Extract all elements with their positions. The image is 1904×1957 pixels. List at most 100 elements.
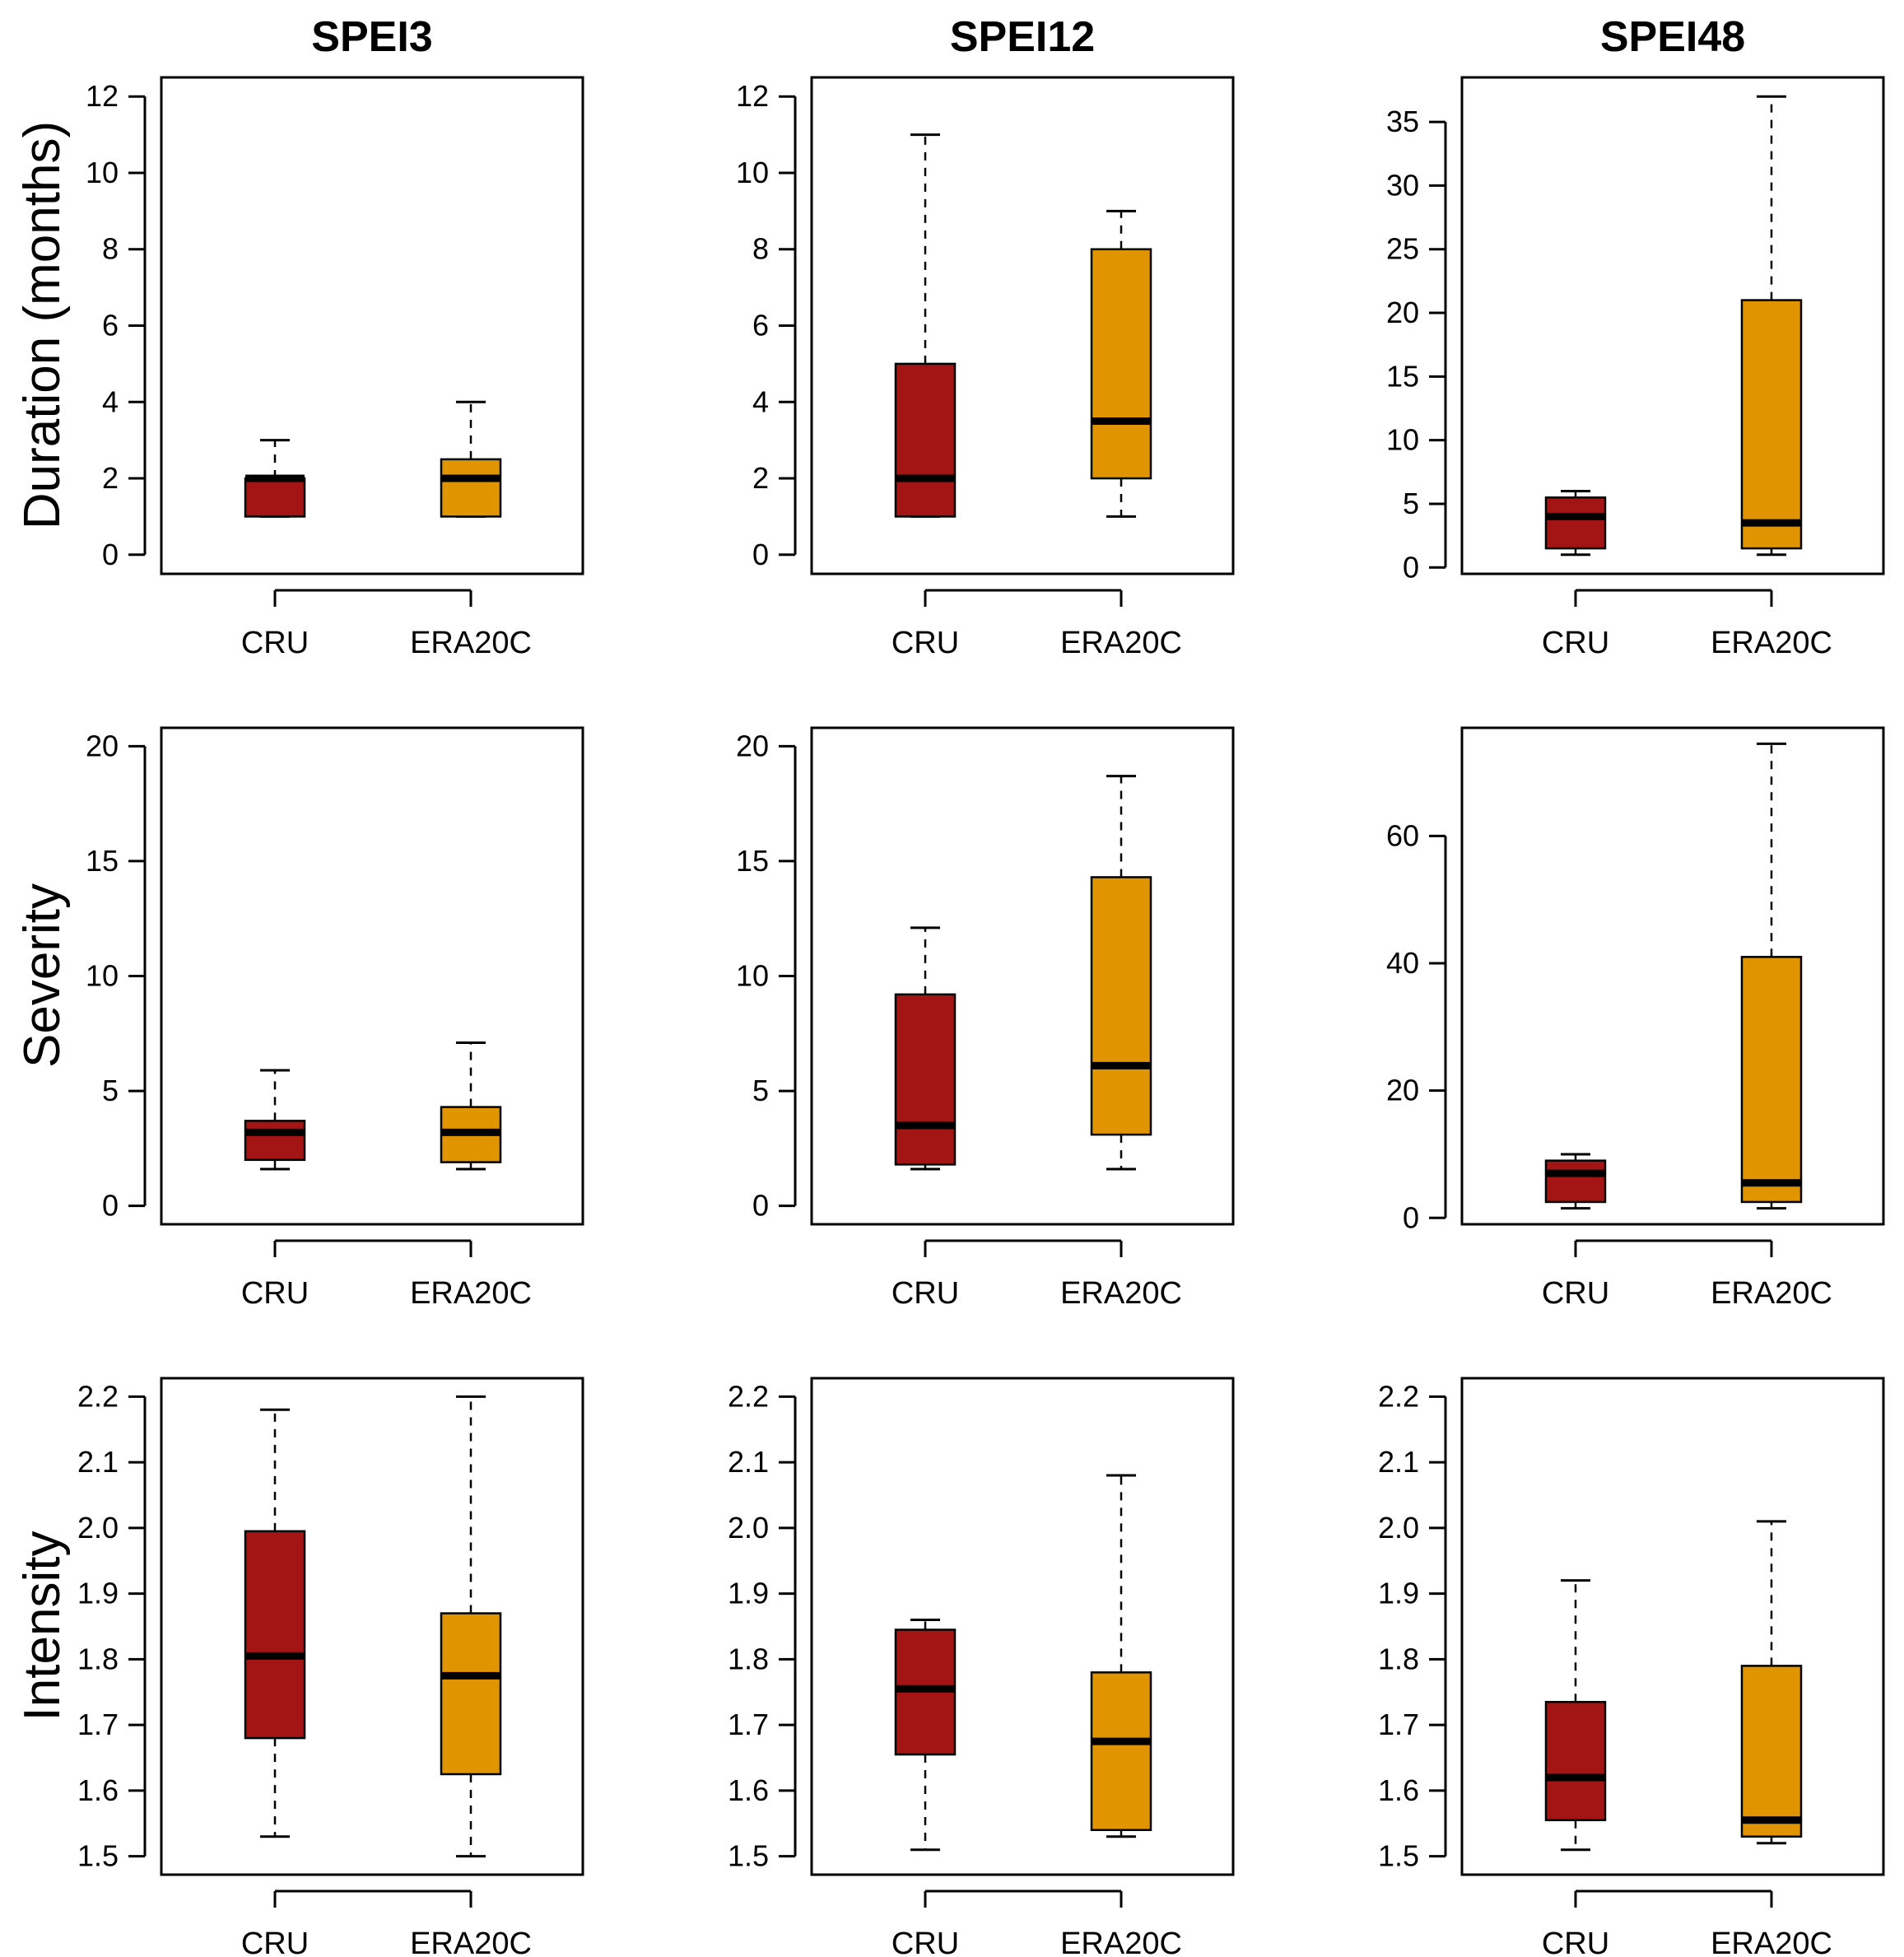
- y-tick-label: 5: [102, 1074, 119, 1107]
- box-era20c: [1090, 248, 1152, 480]
- y-tick-label: 0: [752, 1189, 769, 1223]
- panel-2-1: 1.5 1.6 1.7 1.8 1.9 2.0 2.1 2.2 CRU ERA20C: [728, 1377, 1235, 1957]
- box-cru: [894, 362, 957, 518]
- y-tick-label: 1.7: [1378, 1708, 1419, 1741]
- y-tick-label: 2.0: [1378, 1511, 1419, 1545]
- y-tick-label: 6: [752, 309, 769, 342]
- box-cru: [1544, 1700, 1607, 1822]
- y-tick-label: 1.5: [77, 1839, 119, 1873]
- y-tick-label: 12: [736, 79, 769, 113]
- y-tick-label: 1.9: [1378, 1577, 1419, 1610]
- y-tick-label: 12: [86, 79, 119, 113]
- box-era20c: [440, 458, 502, 518]
- x-category-label: CRU: [1542, 626, 1609, 660]
- y-tick-label: 60: [1386, 818, 1419, 852]
- y-tick-label: 15: [1386, 359, 1419, 393]
- box-cru: [244, 477, 306, 518]
- plot-frame: [160, 726, 584, 1226]
- y-tick-label: 5: [1403, 487, 1419, 520]
- x-category-label: ERA20C: [1711, 1276, 1832, 1311]
- y-tick-label: 2.2: [728, 1379, 769, 1413]
- y-tick-label: 10: [86, 959, 119, 993]
- panel-0-2: 0 5 10 15 20 25 30 35 CRU ERA20C: [1386, 76, 1885, 660]
- y-tick-label: 1.5: [1378, 1839, 1419, 1873]
- panels: 0 2 4 6 8 10 12 CRU ERA20C 0 2 4 6 8 10 12 CRU ERA20C 0 5 10…: [77, 76, 1885, 1957]
- y-tick-label: 35: [1386, 105, 1419, 138]
- y-tick-label: 1.6: [728, 1773, 769, 1807]
- x-category-label: CRU: [891, 1927, 959, 1957]
- panel-1-2: 0 20 40 60 CRU ERA20C: [1386, 726, 1885, 1311]
- y-tick-label: 1.5: [728, 1839, 769, 1873]
- y-tick-label: 1.9: [77, 1577, 119, 1610]
- x-category-label: ERA20C: [1060, 1276, 1182, 1311]
- y-tick-label: 20: [1386, 1074, 1419, 1107]
- x-category-label: ERA20C: [1060, 626, 1182, 660]
- row-label-severity: Severity: [14, 883, 71, 1068]
- y-tick-label: 2: [102, 461, 119, 495]
- x-category-label: ERA20C: [1060, 1927, 1182, 1957]
- box-era20c: [1740, 299, 1803, 550]
- y-tick-label: 0: [1403, 550, 1419, 584]
- y-tick-label: 15: [736, 844, 769, 878]
- x-category-label: CRU: [891, 1276, 959, 1311]
- y-tick-label: 10: [86, 156, 119, 189]
- y-tick-label: 2.2: [77, 1379, 119, 1413]
- x-category-label: CRU: [241, 1276, 309, 1311]
- box-era20c: [1740, 1665, 1803, 1838]
- panel-2-2: 1.5 1.6 1.7 1.8 1.9 2.0 2.1 2.2 CRU ERA20C: [1378, 1377, 1885, 1957]
- plot-frame: [1460, 76, 1885, 575]
- y-tick-label: 2.1: [728, 1445, 769, 1479]
- box-cru: [244, 1120, 306, 1162]
- y-tick-label: 30: [1386, 168, 1419, 202]
- y-tick-label: 2.0: [728, 1511, 769, 1545]
- y-tick-label: 10: [736, 156, 769, 189]
- box-cru: [244, 1530, 306, 1740]
- y-tick-label: 1.7: [728, 1708, 769, 1741]
- x-category-label: ERA20C: [410, 1927, 532, 1957]
- column-title-spei48: SPEI48: [1600, 13, 1745, 61]
- y-tick-label: 0: [752, 538, 769, 571]
- plot-frame: [160, 76, 584, 575]
- plot-frame: [810, 76, 1235, 575]
- y-tick-label: 2: [752, 461, 769, 495]
- x-category-label: CRU: [1542, 1276, 1609, 1311]
- row-label-duration: Duration (months): [14, 121, 71, 529]
- row-label-intensity: Intensity: [14, 1531, 71, 1722]
- y-tick-label: 2.1: [1378, 1445, 1419, 1479]
- box-cru: [894, 993, 957, 1166]
- x-category-label: ERA20C: [410, 626, 532, 660]
- y-tick-label: 1.8: [1378, 1642, 1419, 1675]
- y-tick-label: 1.8: [77, 1642, 119, 1675]
- x-category-label: ERA20C: [1711, 1927, 1832, 1957]
- y-tick-label: 2.2: [1378, 1379, 1419, 1413]
- y-tick-label: 40: [1386, 946, 1419, 980]
- y-tick-label: 0: [102, 1189, 119, 1223]
- y-tick-label: 4: [102, 384, 119, 418]
- y-tick-label: 20: [1386, 296, 1419, 329]
- box-era20c: [1090, 1671, 1152, 1832]
- plot-frame: [1460, 726, 1885, 1226]
- column-title-spei12: SPEI12: [950, 13, 1095, 61]
- x-category-label: CRU: [241, 1927, 309, 1957]
- box-era20c: [440, 1612, 502, 1776]
- column-title-spei3: SPEI3: [311, 13, 432, 61]
- y-tick-label: 10: [736, 959, 769, 993]
- box-cru: [1544, 496, 1607, 550]
- panel-0-0: 0 2 4 6 8 10 12 CRU ERA20C: [86, 76, 584, 660]
- y-tick-label: 20: [86, 729, 119, 762]
- x-category-label: ERA20C: [1711, 626, 1832, 660]
- plot-frame: [1460, 1377, 1885, 1876]
- box-era20c: [1090, 876, 1152, 1136]
- box-era20c: [1740, 956, 1803, 1204]
- y-tick-label: 25: [1386, 232, 1419, 266]
- y-tick-label: 8: [752, 232, 769, 266]
- y-tick-label: 20: [736, 729, 769, 762]
- y-tick-label: 0: [1403, 1200, 1419, 1234]
- y-tick-label: 1.6: [1378, 1773, 1419, 1807]
- panel-1-0: 0 5 10 15 20 CRU ERA20C: [86, 726, 584, 1311]
- panel-0-1: 0 2 4 6 8 10 12 CRU ERA20C: [736, 76, 1235, 660]
- y-tick-label: 15: [86, 844, 119, 878]
- y-tick-label: 1.8: [728, 1642, 769, 1675]
- y-tick-label: 0: [102, 538, 119, 571]
